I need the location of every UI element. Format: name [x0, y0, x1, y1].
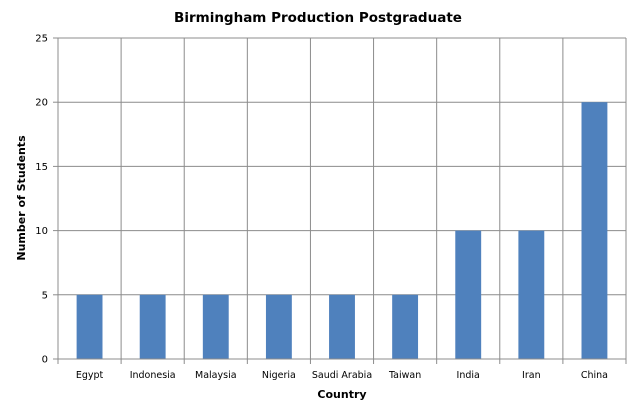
bar-china: [581, 102, 608, 359]
bar-india: [455, 230, 482, 359]
x-tick-label: Indonesia: [130, 370, 176, 381]
y-tick-label: 25: [35, 34, 48, 45]
bar-nigeria: [265, 294, 292, 359]
y-axis-title: Number of Students: [15, 135, 28, 261]
bar-iran: [518, 230, 545, 359]
x-tick-label: Nigeria: [262, 370, 296, 381]
y-tick-label: 0: [42, 355, 48, 366]
plot-area: 0 5 10 15 20 25 Egypt Indonesia Malaysia Nigeria S…: [35, 34, 627, 381]
x-tick-label: Taiwan: [388, 370, 421, 381]
chart-title: Birmingham Production Postgraduate: [174, 10, 462, 26]
bar-egypt: [76, 294, 103, 359]
x-tick-label: China: [581, 370, 608, 381]
bar-saudi-arabia: [329, 294, 355, 359]
x-tick-label: Saudi Arabia: [312, 370, 372, 381]
x-tick-label: Malaysia: [195, 370, 237, 381]
y-tick-label: 15: [35, 162, 48, 173]
x-tick-label: Egypt: [76, 370, 104, 381]
x-tick-label: Iran: [522, 370, 541, 381]
y-tick-label: 20: [35, 98, 48, 109]
bar-indonesia: [139, 294, 166, 359]
y-tick-label: 5: [42, 290, 48, 301]
bar-malaysia: [202, 294, 229, 359]
y-tick-label: 10: [35, 226, 48, 237]
bar-taiwan: [392, 294, 419, 359]
x-tick-label: India: [457, 370, 480, 381]
x-axis-title: Country: [317, 388, 366, 401]
